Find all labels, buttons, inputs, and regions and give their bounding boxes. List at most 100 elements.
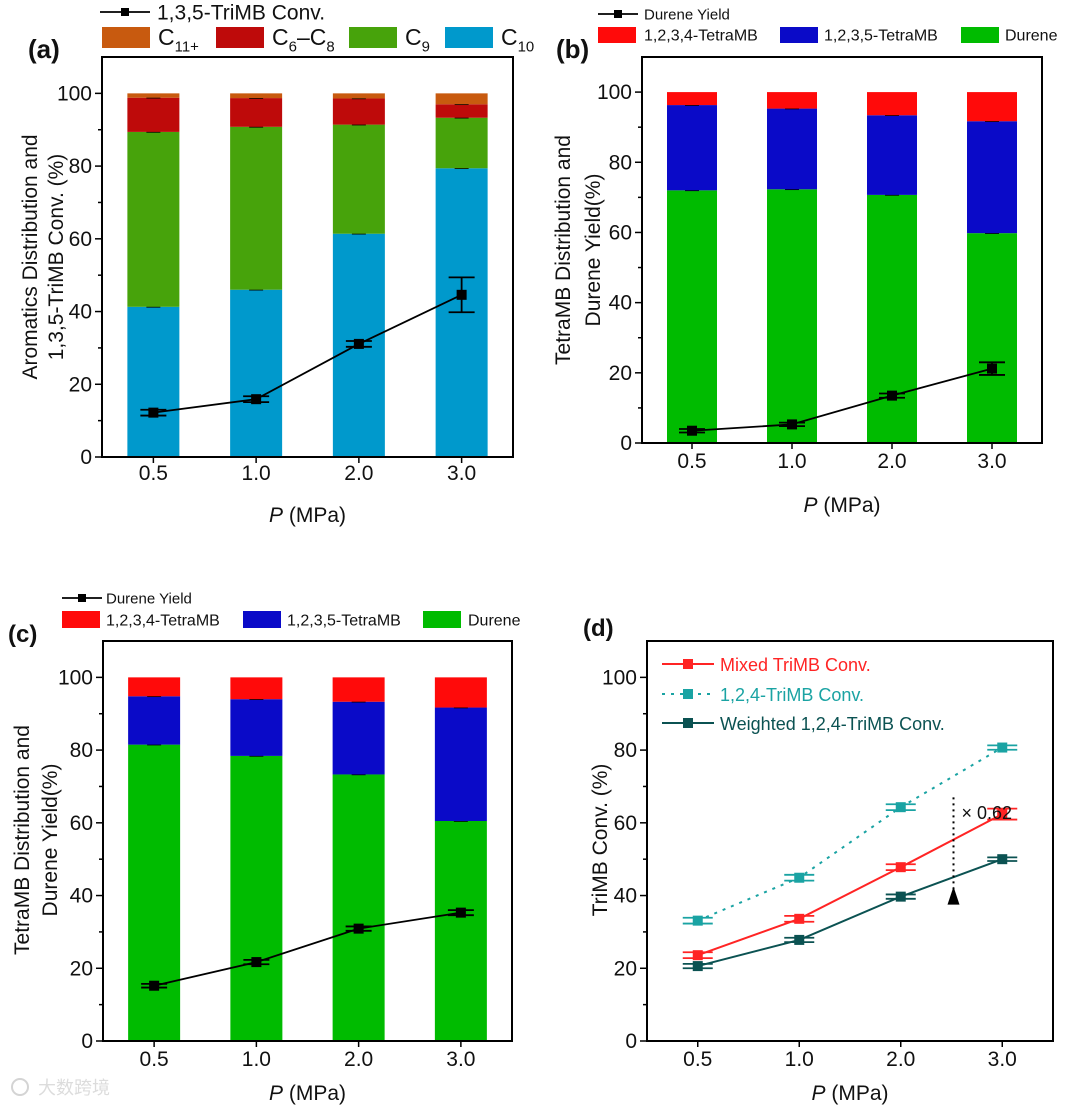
data-point	[887, 390, 897, 401]
legend-swatch	[216, 27, 264, 48]
legend-label-part: Durene	[1005, 28, 1058, 45]
bar-c9	[230, 126, 283, 290]
data-point	[148, 407, 159, 418]
y-tick-label: 60	[614, 812, 637, 835]
data-point	[455, 907, 466, 918]
legend-label-part: C	[158, 24, 175, 50]
legend-label: Durene	[1005, 28, 1058, 45]
x-axis-label-unit: (MPa)	[283, 504, 346, 527]
legend-swatch	[598, 27, 636, 43]
panel-label: (a)	[28, 34, 60, 64]
x-tick-label: 3.0	[447, 462, 476, 485]
legend-label: Mixed TriMB Conv.	[720, 655, 871, 675]
legend-label-part: 1,2,3,4-TetraMB	[106, 612, 220, 629]
data-point	[787, 419, 797, 430]
data-point	[895, 802, 906, 813]
bar-1-2-3-5-tetramb	[867, 115, 917, 195]
panel-c: (c) Durene Yield 1,2,3,4-TetraMB 1,2,3,5-Te…	[8, 590, 521, 1105]
legend-label: 1,2,3,4-TetraMB	[644, 28, 758, 45]
watermark: 大数跨境	[38, 1078, 110, 1098]
bar-durene	[867, 194, 917, 443]
y-tick-label: 100	[602, 666, 637, 689]
x-tick-label: 2.0	[886, 1048, 915, 1071]
bar-1-2-3-5-tetramb	[434, 707, 487, 821]
y-tick-label: 80	[614, 739, 637, 762]
panel-label: (c)	[8, 621, 37, 648]
y-axis-label: TetraMB Distribution and	[11, 725, 34, 955]
legend-label-part: 8	[326, 38, 334, 55]
legend-label-part: 6	[289, 38, 297, 55]
y-tick-label: 0	[81, 1030, 93, 1053]
x-tick-label: 1.0	[242, 462, 271, 485]
data-point	[895, 891, 906, 902]
y-tick-label: 20	[69, 373, 92, 396]
legend-label-part: C	[501, 24, 518, 50]
panel-a: (a)1,3,5-TriMB Conv.C11+ C6–C8 C9 C10020406…	[19, 2, 534, 527]
panel-label: (d)	[583, 615, 614, 642]
x-tick-label: 1.0	[785, 1048, 814, 1071]
plot-frame	[102, 640, 513, 1042]
legend-marker	[683, 689, 693, 699]
legend-swatch	[349, 27, 397, 48]
bar-1-2-3-4-tetramb	[230, 677, 283, 700]
legend-label-part: C	[272, 24, 289, 50]
x-axis-label-variable: P	[269, 504, 283, 527]
legend-label: C9	[405, 24, 430, 55]
x-tick-label: 0.5	[677, 450, 706, 473]
bar-1-2-3-5-tetramb	[667, 105, 717, 191]
y-tick-label: 40	[69, 301, 92, 324]
bar-durene	[667, 190, 717, 443]
legend-label: 1,3,5-TriMB Conv.	[157, 2, 325, 25]
legend-marker	[121, 8, 129, 16]
bar-1-2-3-4-tetramb	[767, 92, 817, 109]
bar-c11-	[127, 93, 180, 98]
legend-marker	[683, 718, 693, 728]
legend-label: C11+	[158, 24, 199, 55]
data-point	[895, 862, 906, 873]
x-tick-label: 0.5	[140, 1048, 169, 1071]
bar-c6-c8	[332, 98, 385, 125]
legend-swatch	[780, 27, 818, 43]
bar-1-2-3-5-tetramb	[332, 701, 385, 775]
y-axis-label: TetraMB Distribution and	[552, 135, 575, 365]
x-axis-label: P (MPa)	[269, 504, 346, 527]
data-point	[794, 934, 805, 945]
x-tick-label: 0.5	[683, 1048, 712, 1071]
x-axis-label-unit: (MPa)	[818, 494, 881, 517]
panel-b: (b) Durene Yield 1,2,3,4-TetraMB 1,2,3,5-Te…	[552, 6, 1058, 517]
bar-durene	[230, 755, 283, 1041]
bar-c9	[127, 131, 180, 307]
legend-label: C10	[501, 24, 534, 55]
legend-marker	[78, 594, 86, 602]
x-tick-label: 1.0	[777, 450, 806, 473]
data-point	[687, 425, 697, 436]
legend-marker	[683, 659, 693, 669]
bar-1-2-3-5-tetramb	[767, 108, 817, 190]
legend-swatch	[102, 27, 150, 48]
legend-label-part: 9	[422, 38, 430, 55]
y-tick-label: 0	[80, 446, 92, 469]
bar-durene	[332, 774, 385, 1041]
legend-label: 1,2,4-TriMB Conv.	[720, 685, 864, 705]
bar-1-2-3-5-tetramb	[967, 121, 1017, 234]
bar-1-2-3-4-tetramb	[967, 92, 1017, 122]
legend-label-part: 10	[518, 38, 535, 55]
legend-label: 1,2,3,4-TetraMB	[106, 612, 220, 629]
x-axis-label: P (MPa)	[269, 1082, 346, 1105]
line-series	[697, 813, 1003, 957]
y-axis-label: TriMB Conv. (%)	[589, 764, 612, 917]
bar-c6-c8	[230, 98, 283, 127]
panel-d: (d) Mixed TriMB Conv. 1,2,4-TriMB Conv. Wei…	[583, 615, 1054, 1105]
data-point	[456, 289, 467, 300]
y-tick-label: 40	[609, 292, 632, 315]
data-point	[692, 950, 703, 961]
legend-label: 1,2,3,5-TetraMB	[824, 28, 938, 45]
bar-c10	[127, 306, 180, 457]
bar-1-2-3-4-tetramb	[434, 677, 487, 708]
legend-label-part: 1,2,3,5-TetraMB	[824, 28, 938, 45]
bar-1-2-3-4-tetramb	[128, 677, 181, 697]
y-tick-label: 40	[614, 885, 637, 908]
x-tick-label: 3.0	[446, 1048, 475, 1071]
data-point	[794, 872, 805, 883]
